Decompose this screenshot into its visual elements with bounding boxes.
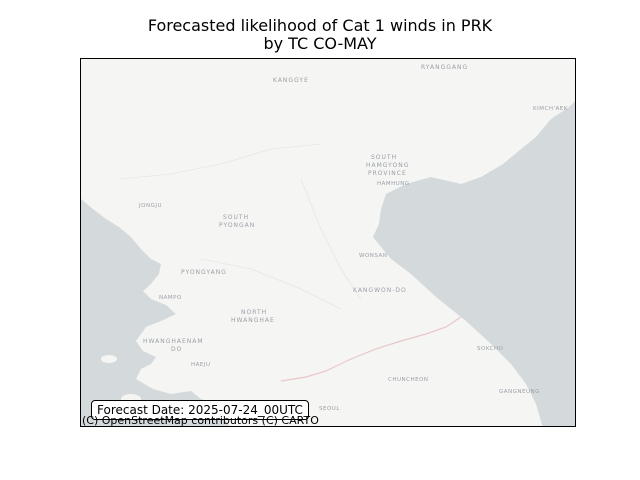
west-sea-water (81, 199, 230, 426)
province-border (300, 178, 362, 300)
place-label-chuncheon: CHUNCHEON (388, 377, 429, 383)
region-label-north-hwanghae-2: HWANGHAE (231, 317, 275, 324)
place-label-gangneung: GANGNEUNG (499, 389, 540, 395)
place-label-wonsan: WONSAN (359, 253, 388, 259)
island (101, 355, 117, 363)
region-label-south-hamgyong-3: PROVINCE (368, 170, 407, 177)
place-label-hamhung: HAMHUNG (377, 181, 410, 187)
map-attribution: (C) OpenStreetMap contributors (C) CARTO (82, 414, 319, 427)
map-panel: RYANGGANG KANGGYE SOUTH HAMGYONG PROVINC… (80, 58, 576, 427)
place-label-haeju: HAEJU (191, 362, 211, 368)
forecast-date-label: Forecast Date: 2025-07-24_00UTC (91, 400, 309, 420)
dmz-border-line (280, 316, 462, 382)
region-label-kangwon: KANGWON-DO (353, 287, 407, 294)
map-title-line-2: by TC CO-MAY (263, 34, 377, 53)
place-label-kimchaek: KIMCH'AEK (533, 106, 568, 112)
region-label-north-hwanghae-1: NORTH (241, 309, 268, 316)
region-label-south-hamgyong-2: HAMGYONG (366, 162, 410, 169)
region-label-kanggye: KANGGYE (273, 77, 309, 84)
region-label-south-pyongan-2: PYONGAN (219, 222, 256, 229)
region-label-pyongyang: PYONGYANG (181, 269, 227, 276)
place-label-sokcho: SOKCHO (477, 346, 504, 352)
province-border (120, 143, 322, 180)
east-sea-water (373, 101, 575, 426)
place-label-seoul: SEOUL (319, 406, 340, 412)
region-label-south-pyongan-1: SOUTH (223, 214, 250, 221)
region-label-south-hwanghae-2: DO (171, 346, 183, 353)
basemap (81, 101, 575, 426)
region-label-south-hwanghae-1: HWANGHAENAM (143, 338, 204, 345)
province-border (200, 258, 342, 310)
map-title-line-1: Forecasted likelihood of Cat 1 winds in … (147, 16, 493, 35)
region-label-ryanggang: RYANGGANG (421, 64, 469, 71)
region-label-south-hamgyong-1: SOUTH (371, 154, 398, 161)
place-label-nampo: NAMPO (159, 295, 182, 301)
place-label-jongju: JONGJU (139, 203, 162, 209)
